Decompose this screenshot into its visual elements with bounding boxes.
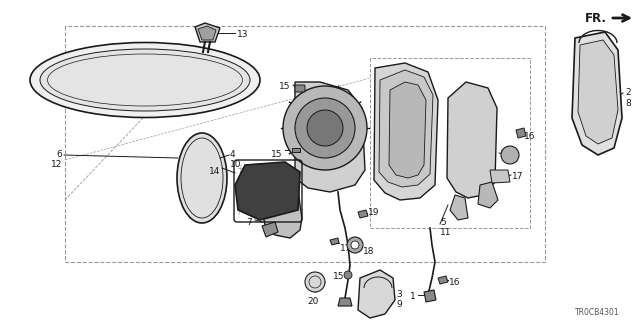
Text: 16: 16 [524, 132, 536, 141]
Polygon shape [516, 128, 526, 138]
Polygon shape [235, 162, 300, 220]
Circle shape [347, 237, 363, 253]
Text: 11: 11 [440, 228, 451, 237]
Text: 18: 18 [363, 247, 374, 256]
Circle shape [351, 241, 359, 249]
Polygon shape [262, 188, 302, 238]
Circle shape [305, 272, 325, 292]
Text: 15: 15 [278, 82, 290, 91]
Polygon shape [330, 238, 339, 245]
Polygon shape [374, 63, 438, 200]
Text: 10: 10 [230, 160, 241, 169]
Text: 15: 15 [333, 272, 344, 281]
Text: 6: 6 [56, 150, 62, 159]
Polygon shape [198, 26, 216, 40]
Polygon shape [379, 70, 433, 187]
Polygon shape [578, 40, 618, 144]
Text: FR.: FR. [585, 12, 607, 25]
Text: 7: 7 [246, 218, 252, 227]
Polygon shape [424, 290, 436, 302]
Polygon shape [389, 82, 426, 178]
Polygon shape [490, 170, 510, 183]
Circle shape [307, 110, 343, 146]
Circle shape [501, 146, 519, 164]
Ellipse shape [40, 49, 250, 111]
Circle shape [344, 271, 352, 279]
Text: 16: 16 [449, 278, 461, 287]
Circle shape [283, 86, 367, 170]
Text: TR0CB4301: TR0CB4301 [575, 308, 620, 317]
Text: 15: 15 [271, 150, 282, 159]
Polygon shape [358, 210, 368, 218]
Text: 12: 12 [51, 160, 62, 169]
Text: 8: 8 [625, 99, 631, 108]
FancyBboxPatch shape [295, 85, 305, 92]
Polygon shape [450, 195, 468, 220]
Polygon shape [447, 82, 497, 198]
Text: 4: 4 [230, 150, 236, 159]
Text: 17: 17 [340, 244, 351, 253]
Polygon shape [292, 148, 300, 152]
Text: 17: 17 [512, 172, 524, 181]
Polygon shape [295, 82, 365, 192]
Polygon shape [338, 298, 352, 306]
Text: 19: 19 [368, 208, 380, 217]
Text: 3: 3 [396, 290, 402, 299]
Text: 9: 9 [396, 300, 402, 309]
Text: 5: 5 [440, 218, 445, 227]
Polygon shape [358, 270, 395, 318]
Text: 13: 13 [237, 30, 248, 39]
Text: 20: 20 [307, 297, 319, 306]
Text: 14: 14 [209, 167, 220, 176]
Circle shape [295, 98, 355, 158]
Text: 18: 18 [500, 150, 511, 159]
Polygon shape [195, 23, 220, 42]
Ellipse shape [177, 133, 227, 223]
Text: 2: 2 [625, 88, 630, 97]
Ellipse shape [30, 43, 260, 117]
Polygon shape [478, 182, 498, 208]
Polygon shape [572, 32, 622, 155]
Polygon shape [262, 222, 278, 237]
Polygon shape [438, 276, 448, 284]
Text: 1: 1 [410, 292, 416, 301]
